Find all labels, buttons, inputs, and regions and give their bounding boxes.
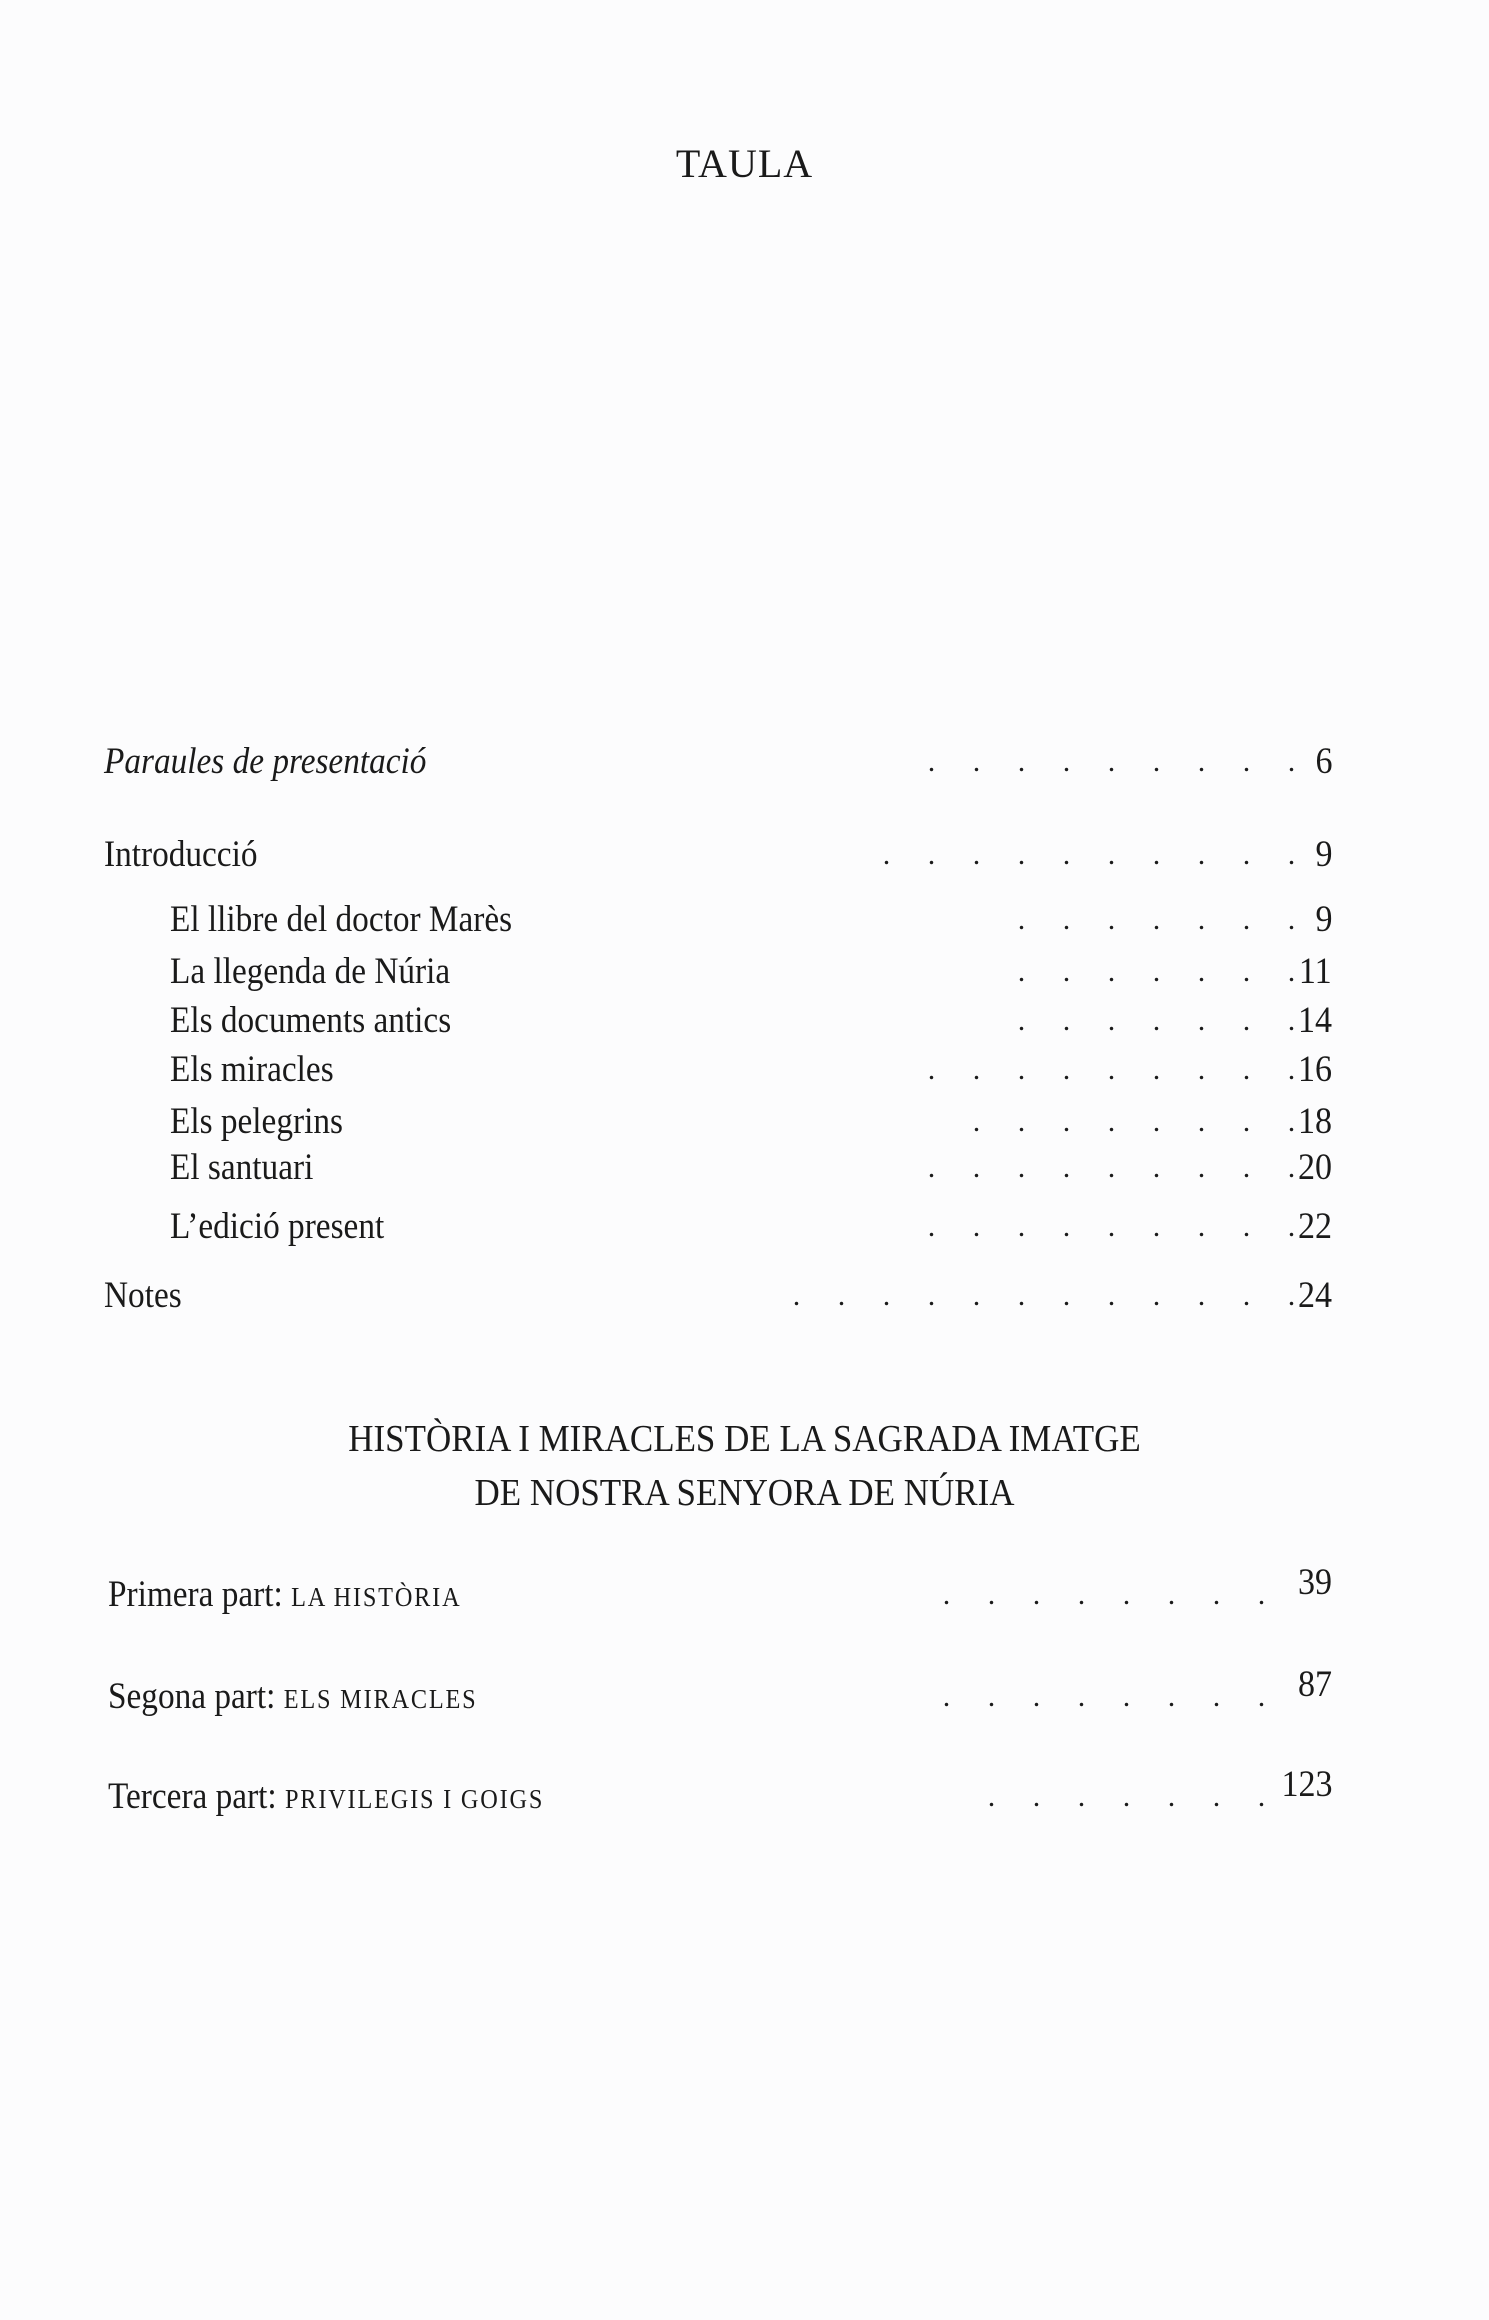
toc-entry: Els pelegrins........ 18 <box>0 1097 1489 1147</box>
leader-dots: .......... <box>882 838 1296 871</box>
toc-entry: Els miracles......... 16 <box>0 1045 1489 1095</box>
part-page: 87 <box>1297 1664 1332 1705</box>
toc-entry-page: 6 <box>1314 741 1332 782</box>
toc-entry-page: 20 <box>1297 1147 1332 1188</box>
part-prefix: Segona part: <box>108 1676 276 1717</box>
toc-entry-page: 24 <box>1297 1275 1332 1316</box>
toc-entry: El llibre del doctor Marès....... 9 <box>0 895 1489 945</box>
part-page: 123 <box>1280 1764 1332 1805</box>
toc-entry-label: L’edició present <box>170 1206 385 1247</box>
toc-entry: Els documents antics....... 14 <box>0 996 1489 1046</box>
leader-dots: ........ <box>942 1578 1266 1611</box>
toc-entry-page: 11 <box>1299 951 1332 992</box>
leader-dots: ........ <box>942 1680 1266 1713</box>
leader-dots: ........ <box>972 1105 1296 1138</box>
toc-entry-label: El llibre del doctor Marès <box>170 899 513 940</box>
section-heading-line-2: DE NOSTRA SENYORA DE NÚRIA <box>474 1472 1015 1514</box>
toc-entry-label: Els miracles <box>170 1049 334 1090</box>
toc-entry-label: Els documents antics <box>170 1000 452 1041</box>
toc-entry-page: 9 <box>1314 899 1332 940</box>
part-prefix: Tercera part: <box>108 1776 277 1817</box>
leader-dots: ....... <box>987 1780 1266 1813</box>
toc-entry-label: La llegenda de Núria <box>170 951 451 992</box>
toc-entry-label: Introducció <box>104 834 258 875</box>
toc-entry-page: 14 <box>1297 1000 1332 1041</box>
toc-entry: El santuari......... 20 <box>0 1143 1489 1193</box>
part-entry: Segona part: ELS MIRACLES........ 87 <box>0 1664 1489 1724</box>
part-title: LA HISTÒRIA <box>291 1582 462 1612</box>
toc-entry: La llegenda de Núria....... 11 <box>0 947 1489 997</box>
toc-entry-page: 16 <box>1297 1049 1332 1090</box>
part-entry: Tercera part: PRIVILEGIS I GOIGS....... 1… <box>0 1764 1489 1824</box>
toc-entry: L’edició present......... 22 <box>0 1202 1489 1252</box>
part-title: ELS MIRACLES <box>283 1684 478 1714</box>
toc-entry-label: Els pelegrins <box>170 1101 343 1142</box>
page-title: TAULA <box>675 141 814 186</box>
toc-entry: Introducció.......... 9 <box>0 830 1489 880</box>
part-entry-label: Segona part: ELS MIRACLES <box>108 1672 477 1724</box>
toc-entry: Notes............ 24 <box>0 1271 1489 1321</box>
toc-entry-label: Paraules de presentació <box>104 741 427 782</box>
leader-dots: ....... <box>1017 955 1296 988</box>
section-heading-line-1: HISTÒRIA I MIRACLES DE LA SAGRADA IMATGE <box>348 1418 1141 1460</box>
leader-dots: ......... <box>927 745 1296 778</box>
part-prefix: Primera part: <box>108 1574 283 1615</box>
toc-entry: Paraules de presentació......... 6 <box>0 737 1489 787</box>
leader-dots: ......... <box>927 1210 1296 1243</box>
part-title: PRIVILEGIS I GOIGS <box>284 1784 545 1814</box>
toc-entry-page: 9 <box>1314 834 1332 875</box>
leader-dots: ....... <box>1017 903 1296 936</box>
toc-entry-label: El santuari <box>170 1147 314 1188</box>
toc-entry-page: 22 <box>1297 1206 1332 1247</box>
part-entry: Primera part: LA HISTÒRIA........ 39 <box>0 1562 1489 1622</box>
part-entry-label: Primera part: LA HISTÒRIA <box>108 1570 461 1622</box>
toc-entry-label: Notes <box>104 1275 182 1316</box>
leader-dots: ....... <box>1017 1004 1296 1037</box>
part-page: 39 <box>1297 1562 1332 1603</box>
leader-dots: ............ <box>792 1279 1296 1312</box>
leader-dots: ......... <box>927 1151 1296 1184</box>
part-entry-label: Tercera part: PRIVILEGIS I GOIGS <box>108 1772 544 1824</box>
leader-dots: ......... <box>927 1053 1296 1086</box>
toc-entry-page: 18 <box>1297 1101 1332 1142</box>
